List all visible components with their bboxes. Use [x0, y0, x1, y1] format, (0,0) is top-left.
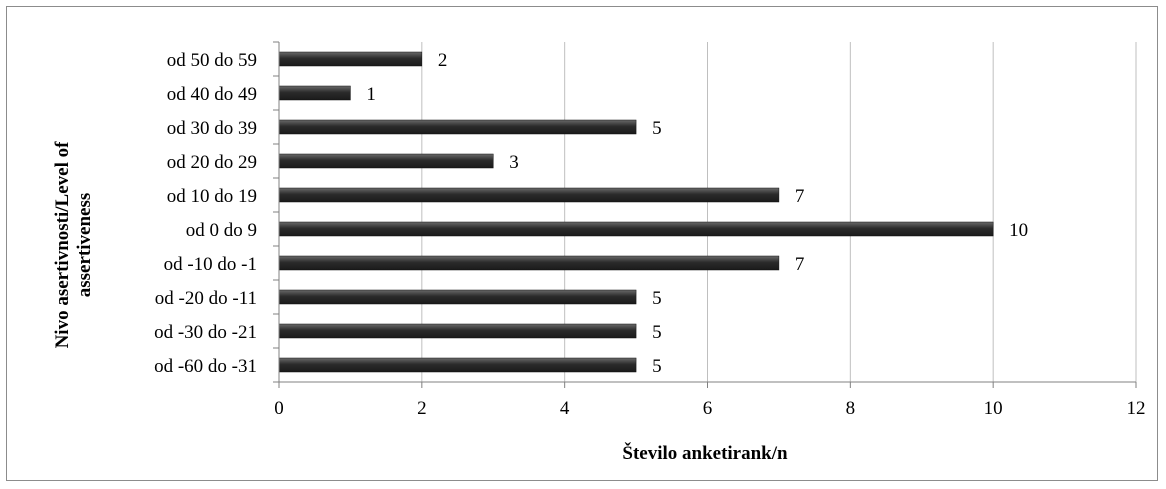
x-axis-title: Število anketirank/n: [622, 442, 788, 464]
bar: [278, 153, 494, 169]
bar: [278, 51, 423, 67]
data-label: 10: [1009, 220, 1028, 241]
data-label: 5: [652, 322, 662, 343]
chart-frame: [6, 6, 1158, 481]
axes: [273, 41, 1137, 388]
data-label: 7: [795, 254, 805, 275]
bar: [278, 289, 637, 305]
bar: [278, 255, 780, 271]
data-label: 5: [652, 118, 662, 139]
bar: [278, 357, 637, 373]
category-label: od -20 do -11: [155, 288, 257, 309]
category-label: od 10 do 19: [167, 186, 257, 207]
data-label: 2: [438, 50, 448, 71]
y-axis-title-line-1: Nivo asertivnosti/Level of: [52, 141, 73, 349]
category-label: od 30 do 39: [167, 118, 257, 139]
category-label: od -10 do -1: [164, 254, 257, 275]
category-label: od 20 do 29: [167, 152, 257, 173]
x-tick-label: 0: [274, 398, 284, 419]
bar: [278, 221, 994, 237]
data-label: 5: [652, 288, 662, 309]
category-label: od 40 do 49: [167, 84, 257, 105]
y-axis-title-line-2: assertiveness: [74, 193, 95, 297]
x-tick-label: 4: [560, 398, 570, 419]
data-label: 7: [795, 186, 805, 207]
x-tick-label: 10: [984, 398, 1003, 419]
category-label: od 50 do 59: [167, 50, 257, 71]
data-label: 5: [652, 356, 662, 377]
category-label: od -60 do -31: [154, 356, 257, 377]
bar: [278, 323, 637, 339]
category-label: od 0 do 9: [186, 220, 257, 241]
bar: [278, 119, 637, 135]
category-label: od -30 do -21: [154, 322, 257, 343]
x-tick-label: 12: [1127, 398, 1146, 419]
x-tick-label: 2: [417, 398, 427, 419]
x-tick-label: 6: [703, 398, 713, 419]
bar: [278, 187, 780, 203]
bar: [278, 85, 351, 101]
y-axis-title: Nivo asertivnosti/Level of assertiveness: [52, 141, 95, 349]
bars: [278, 51, 994, 373]
data-label: 3: [509, 152, 519, 173]
data-label: 1: [366, 84, 376, 105]
x-tick-label: 8: [846, 398, 856, 419]
